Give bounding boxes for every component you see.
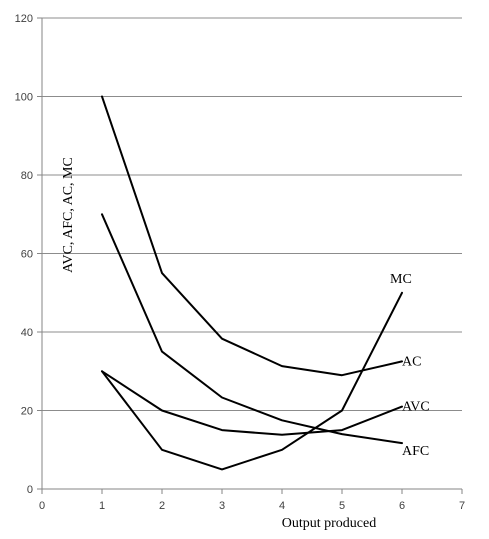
y-tick-label-2: 40 — [21, 327, 33, 339]
y-tick-label-0: 0 — [27, 484, 33, 496]
x-tick-label-2: 2 — [159, 500, 165, 512]
tick-labels: 0 20 40 60 80 100 120 0 1 2 3 4 5 6 7 — [15, 13, 465, 512]
series-line-ac — [101, 95, 403, 377]
axes — [37, 17, 463, 494]
x-tick-label-3: 3 — [219, 500, 225, 512]
y-tick-label-6: 120 — [15, 13, 33, 25]
series-line-avc — [101, 370, 403, 436]
y-tick-label-5: 100 — [15, 92, 33, 104]
series-label-avc: AVC — [402, 400, 430, 415]
series-label-ac: AC — [402, 354, 421, 369]
x-tick-label-6: 6 — [399, 500, 405, 512]
y-tick-label-4: 80 — [21, 170, 33, 182]
series-line-mc — [101, 291, 403, 471]
y-tick-label-3: 60 — [21, 249, 33, 261]
y-tick-label-1: 20 — [21, 406, 33, 418]
series-labels: AC AVC AFC MC — [390, 272, 430, 459]
series-label-mc: MC — [390, 272, 412, 287]
x-tick-label-4: 4 — [279, 500, 285, 512]
series-lines — [101, 95, 403, 471]
x-tick-label-5: 5 — [339, 500, 345, 512]
x-tick-label-0: 0 — [39, 500, 45, 512]
y-axis-label: AVC, AFC, AC, MC — [61, 157, 76, 273]
x-axis-label: Output produced — [282, 516, 376, 531]
x-tick-label-1: 1 — [99, 500, 105, 512]
series-line-afc — [101, 213, 403, 445]
series-label-afc: AFC — [402, 444, 429, 459]
x-tick-label-7: 7 — [459, 500, 465, 512]
